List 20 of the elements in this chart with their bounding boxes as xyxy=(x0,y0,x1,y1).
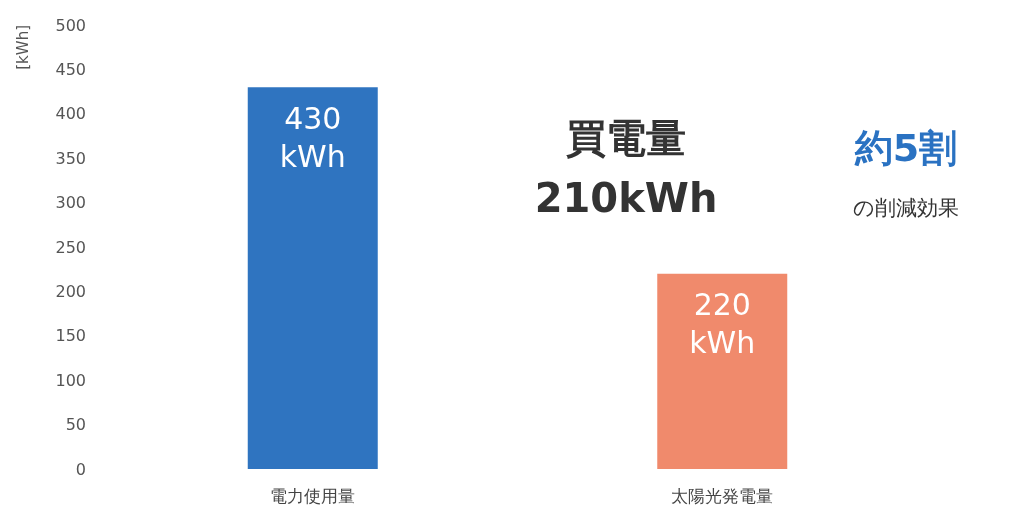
y-tick-label: 300 xyxy=(55,193,86,213)
annotation: 買電量 xyxy=(566,115,686,161)
annotation: の削減効果 xyxy=(853,196,959,220)
y-tick-label: 250 xyxy=(55,237,86,257)
x-tick-label: 太陽光発電量 xyxy=(671,485,774,506)
y-tick-label: 350 xyxy=(55,148,86,168)
annotation: 210kWh xyxy=(534,175,718,221)
y-tick-label: 500 xyxy=(55,15,86,35)
data-label: 220 kWh xyxy=(689,287,756,361)
y-tick-label: 0 xyxy=(75,459,86,479)
y-tick-label: 150 xyxy=(55,326,86,346)
y-tick-label: 450 xyxy=(55,59,86,79)
y-tick-label: 100 xyxy=(55,370,86,390)
y-tick-label: 50 xyxy=(65,415,86,435)
y-tick-label: 400 xyxy=(55,104,86,124)
x-tick-label: 電力使用量 xyxy=(270,485,356,506)
annotation: 約5割 xyxy=(853,126,958,170)
y-axis-title: [kWh] xyxy=(13,25,32,70)
data-label: 430 kWh xyxy=(279,100,346,174)
y-tick-label: 200 xyxy=(55,281,86,301)
